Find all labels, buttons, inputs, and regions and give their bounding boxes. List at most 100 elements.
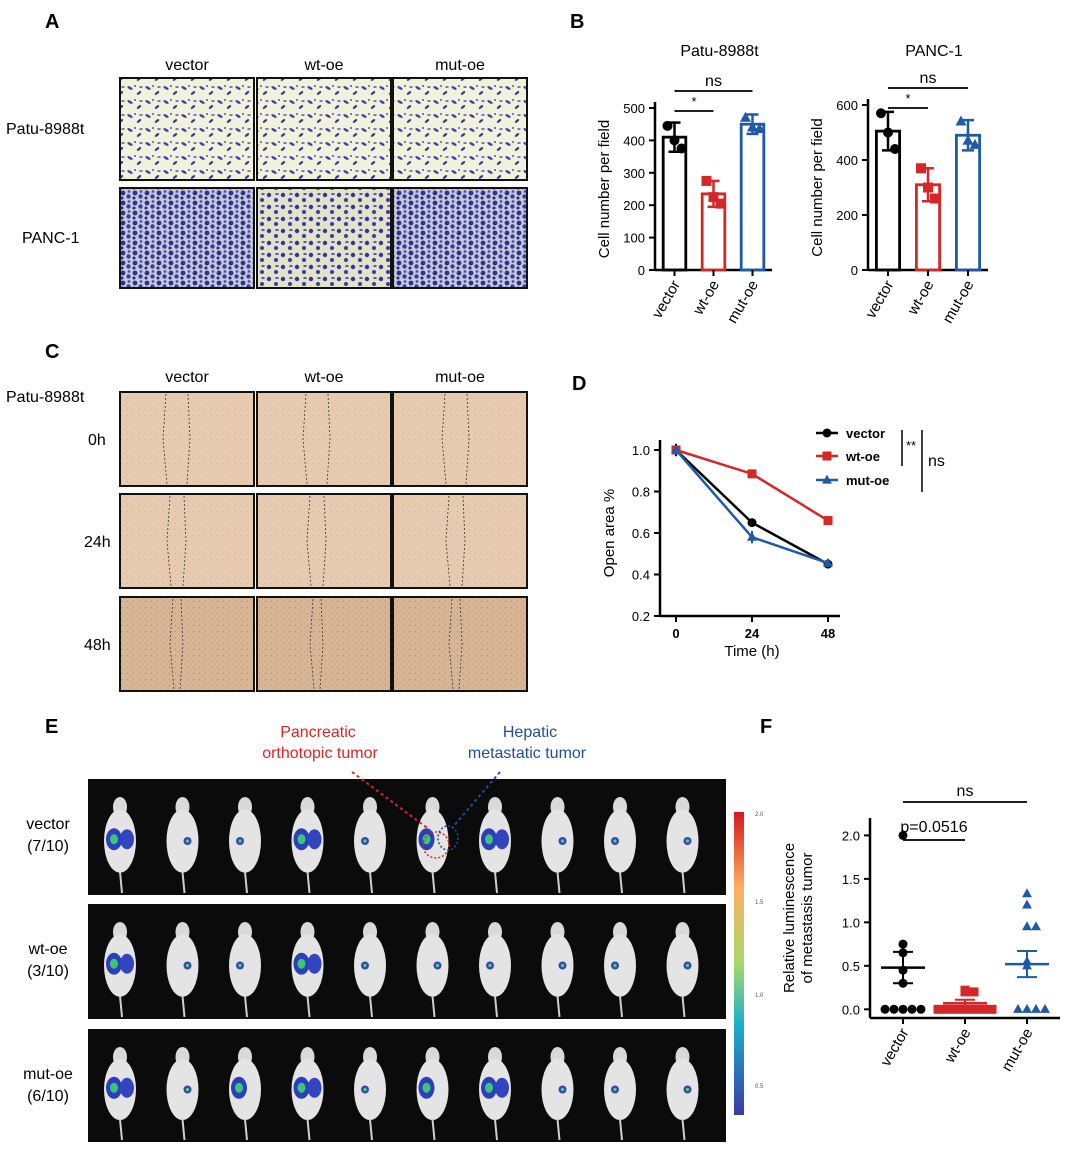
wound-edge-line bbox=[309, 598, 315, 690]
y-tick-label: 0.6 bbox=[632, 526, 650, 541]
wound-edge-line bbox=[186, 393, 191, 485]
series-point bbox=[823, 557, 833, 567]
luminescence-core bbox=[238, 839, 242, 843]
wound-image bbox=[256, 493, 392, 589]
data-point bbox=[701, 175, 712, 186]
pancreatic-annotation-line1: Pancreatic bbox=[280, 724, 356, 741]
group-label: mut-oe bbox=[23, 1066, 73, 1083]
wound-edge-line bbox=[169, 598, 175, 690]
mouse-tail bbox=[619, 995, 623, 1018]
mouse-tail bbox=[119, 1119, 123, 1141]
panel-a: vector wt-oe mut-oe Patu-8988t PANC-1 bbox=[6, 57, 528, 289]
legend-marker bbox=[822, 428, 832, 438]
luminescence-core bbox=[488, 963, 492, 968]
data-point bbox=[708, 192, 719, 203]
mouse-tail bbox=[619, 871, 623, 894]
pancreatic-pointer bbox=[351, 771, 431, 831]
data-point bbox=[1031, 1003, 1041, 1013]
hepatic-outline bbox=[437, 825, 459, 851]
transwell-image bbox=[392, 77, 528, 181]
data-point bbox=[747, 121, 758, 132]
chart-b-panc: PANC-1 0 200 400 600 Cell number per field vec… bbox=[809, 43, 988, 326]
y-tick-label: 1.0 bbox=[842, 915, 860, 930]
data-point bbox=[907, 1004, 917, 1014]
panel-d-letter: D bbox=[572, 373, 586, 395]
data-point bbox=[1031, 921, 1041, 931]
mouse-tail bbox=[494, 871, 498, 894]
luminescence-core bbox=[560, 839, 565, 843]
y-tick-label: 200 bbox=[836, 208, 858, 223]
data-point bbox=[1022, 921, 1032, 931]
y-tick-label: 400 bbox=[623, 133, 645, 148]
data-point bbox=[876, 108, 886, 119]
luminescence-spot bbox=[120, 953, 134, 974]
luminescence-spot bbox=[495, 1077, 509, 1098]
luminescence-core bbox=[560, 963, 565, 968]
mouse-tail bbox=[244, 871, 248, 894]
group-label: wt-oe bbox=[27, 941, 67, 958]
luminescence-spot bbox=[120, 1077, 134, 1098]
luminescence-core bbox=[363, 839, 367, 843]
x-tick-label: vector bbox=[877, 1026, 912, 1070]
mouse-tail bbox=[119, 995, 123, 1018]
color-scale-tick: 1.0 bbox=[755, 993, 764, 999]
mouse-tail bbox=[556, 995, 561, 1018]
wound-image bbox=[119, 391, 255, 487]
luminescence-core bbox=[485, 834, 493, 845]
panel-e: Pancreatic orthotopic tumor Hepatic metasta… bbox=[23, 724, 764, 1142]
significance-label: ** bbox=[906, 438, 916, 453]
mouse-body bbox=[416, 934, 449, 997]
y-tick-label: 1.0 bbox=[632, 443, 650, 458]
luminescence-core bbox=[560, 1087, 565, 1092]
x-tick-label: mut-oe bbox=[939, 278, 977, 327]
hepatic-annotation-line2: metastatic tumor bbox=[468, 745, 587, 762]
data-point bbox=[898, 939, 908, 949]
data-point bbox=[916, 163, 926, 174]
x-tick-label: mut-oe bbox=[998, 1026, 1036, 1075]
chart-d-open-area: 0.2 0.4 0.6 0.8 1.0 0 24 48 Time (h) Open area % v… bbox=[601, 426, 945, 660]
mouse-tail bbox=[556, 871, 561, 894]
y-tick-label: 0.2 bbox=[632, 609, 650, 624]
series-point bbox=[823, 516, 833, 526]
transwell-image bbox=[119, 187, 255, 289]
panel-c-col-header: mut-oe bbox=[435, 369, 485, 386]
panel-c-row-label: 24h bbox=[84, 534, 111, 551]
data-point bbox=[740, 111, 751, 122]
mouse-tail bbox=[181, 1119, 186, 1141]
data-point bbox=[987, 1004, 997, 1014]
y-tick-label: 1.5 bbox=[842, 872, 860, 887]
data-point bbox=[933, 1004, 943, 1014]
data-point bbox=[960, 1004, 970, 1014]
y-tick-label: 300 bbox=[623, 166, 645, 181]
wound-image bbox=[392, 391, 528, 487]
wound-edge-line bbox=[166, 495, 172, 587]
panel-e-letter: E bbox=[45, 716, 58, 738]
mouse-tail bbox=[244, 1119, 248, 1141]
wound-edge-line bbox=[445, 495, 451, 587]
mouse-tail bbox=[119, 871, 123, 894]
luminescence-core bbox=[185, 839, 190, 843]
wound-edge-line bbox=[322, 495, 327, 587]
luminescence-spot bbox=[120, 829, 134, 850]
data-point bbox=[889, 1004, 899, 1014]
hepatic-annotation-line1: Hepatic bbox=[503, 724, 557, 741]
mouse-body bbox=[541, 934, 574, 997]
luminescence-spot bbox=[307, 829, 322, 850]
mouse-body bbox=[604, 934, 636, 997]
transwell-image bbox=[119, 77, 255, 181]
bar bbox=[661, 135, 688, 272]
legend-label: vector bbox=[846, 426, 885, 441]
luminescence-core bbox=[185, 963, 190, 968]
x-tick-label: vector bbox=[862, 278, 897, 322]
y-tick-label: 0.4 bbox=[632, 568, 650, 583]
wound-edge-line bbox=[461, 495, 466, 587]
mouse-body bbox=[604, 809, 636, 873]
y-tick-label: 0.0 bbox=[842, 1002, 860, 1017]
data-point bbox=[969, 1004, 979, 1014]
panel-f-letter: F bbox=[760, 716, 772, 738]
mouse-tail bbox=[681, 995, 686, 1018]
y-axis-title: Open area % bbox=[601, 489, 618, 577]
luminescence-core bbox=[297, 1082, 306, 1093]
wound-edge-line bbox=[182, 495, 187, 587]
chart-f-luminescence: 0.0 0.5 1.0 1.5 2.0 Relative luminescence of m… bbox=[781, 783, 1060, 1074]
